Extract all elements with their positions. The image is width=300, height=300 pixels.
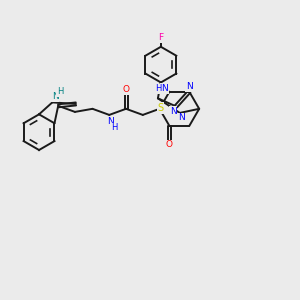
Text: S: S xyxy=(158,103,164,113)
Text: H: H xyxy=(57,87,63,96)
Text: H: H xyxy=(111,123,117,132)
Text: O: O xyxy=(166,140,173,149)
Text: N: N xyxy=(52,92,59,101)
Text: F: F xyxy=(158,33,164,42)
Text: N: N xyxy=(186,82,193,91)
Text: N: N xyxy=(170,107,176,116)
Text: H: H xyxy=(155,84,162,93)
Text: N: N xyxy=(178,113,185,122)
Text: N: N xyxy=(107,117,114,126)
Text: N: N xyxy=(161,84,168,93)
Text: O: O xyxy=(122,85,130,94)
